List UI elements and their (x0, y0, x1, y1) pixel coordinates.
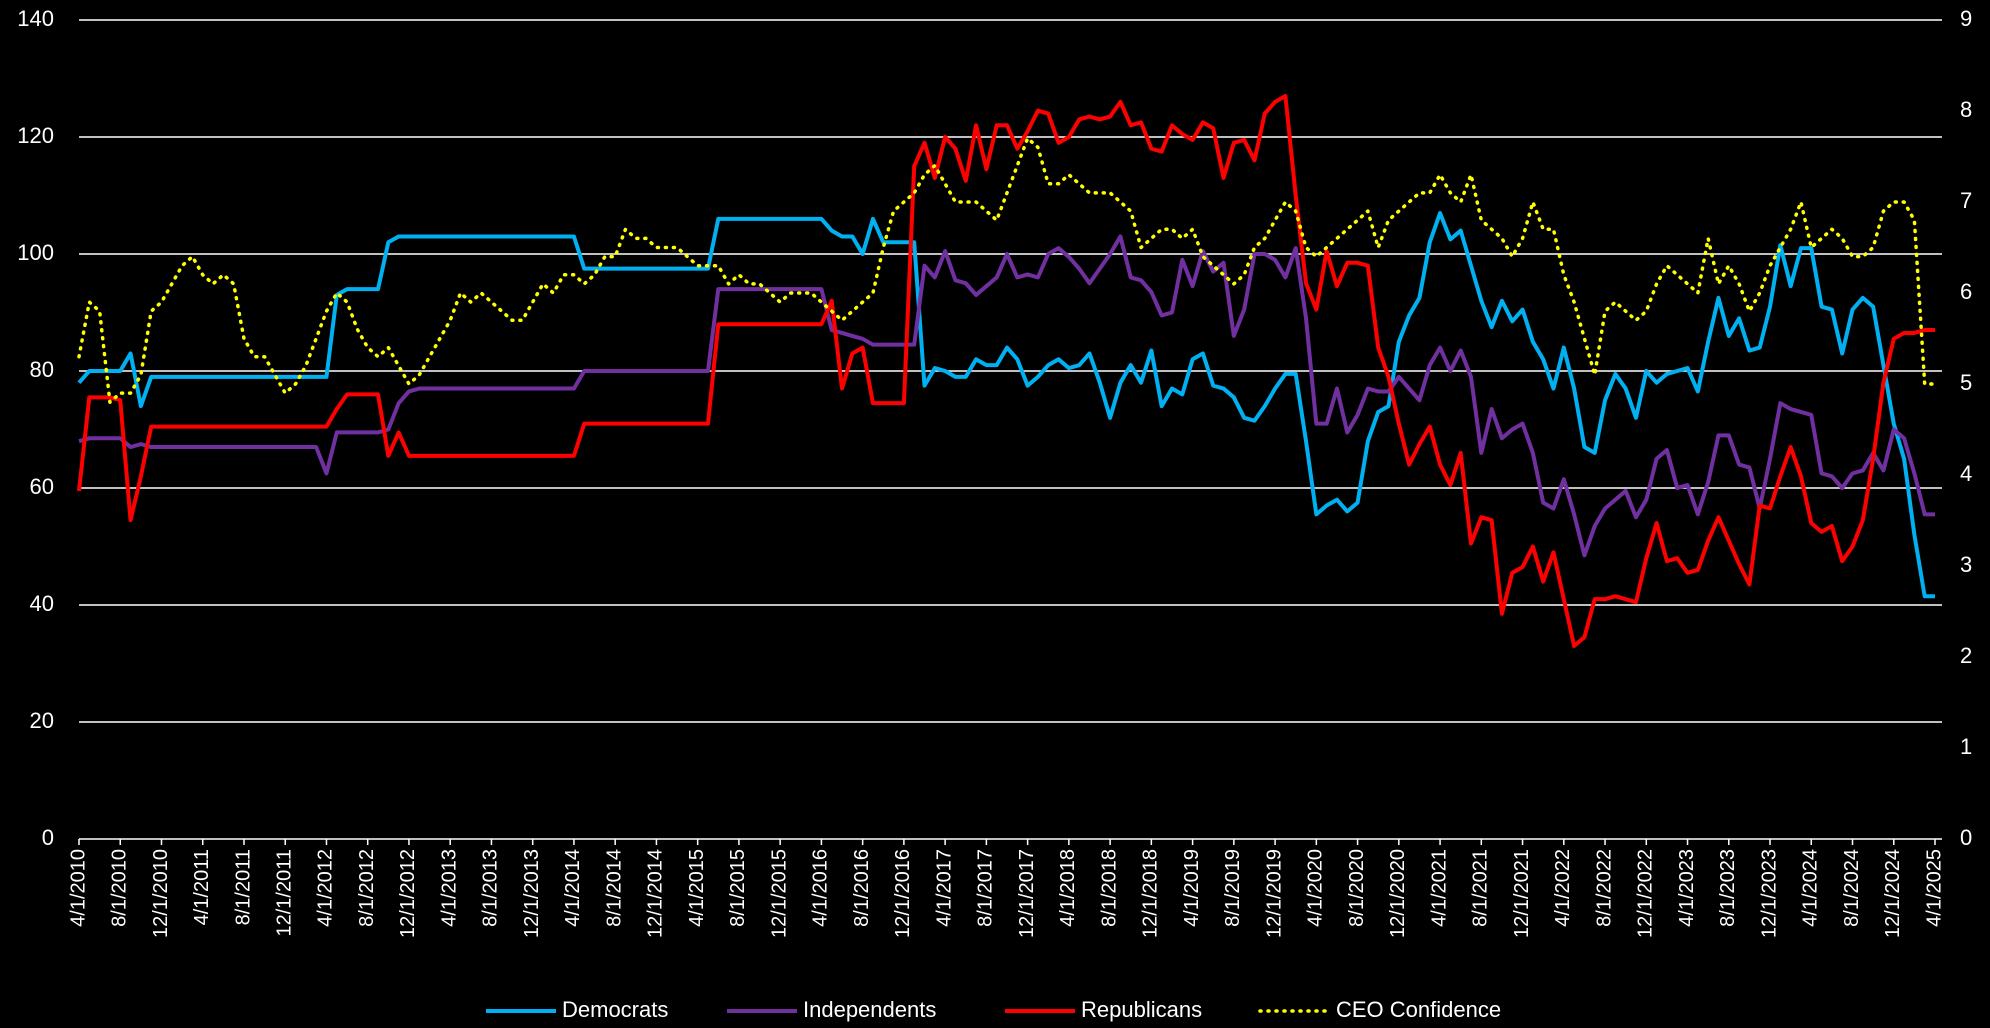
y2-tick-label: 7 (1960, 188, 1972, 213)
x-tick-label: 12/1/2023 (1758, 849, 1780, 938)
series-line (77, 211, 1935, 599)
y2-tick-label: 3 (1960, 552, 1972, 577)
x-tick-label: 12/1/2013 (521, 849, 543, 938)
y2-tick-label: 1 (1960, 734, 1972, 759)
x-tick-label: 4/1/2015 (686, 849, 708, 927)
x-tick-label: 4/1/2018 (1057, 849, 1079, 927)
x-tick-label: 12/1/2020 (1387, 849, 1409, 938)
x-tick-label: 8/1/2014 (603, 849, 625, 927)
series-line (77, 136, 1937, 404)
x-tick-label: 8/1/2012 (356, 849, 378, 927)
x-tick-label: 8/1/2020 (1346, 849, 1368, 927)
y2-tick-label: 0 (1960, 825, 1972, 850)
y-tick-label: 140 (17, 6, 54, 31)
legend-label: CEO Confidence (1336, 997, 1501, 1022)
x-tick-label: 12/1/2014 (645, 849, 667, 938)
x-tick-label: 12/1/2016 (892, 849, 914, 938)
y-tick-label: 120 (17, 123, 54, 148)
y2-tick-label: 9 (1960, 6, 1972, 31)
x-tick-label: 12/1/2019 (1263, 849, 1285, 938)
x-tick-label: 12/1/2015 (768, 849, 790, 938)
x-tick-label: 8/1/2022 (1593, 849, 1615, 927)
y-tick-label: 60 (30, 474, 54, 499)
series-line (77, 94, 1935, 648)
series-line (78, 234, 1935, 558)
y-tick-label: 40 (30, 591, 54, 616)
x-tick-label: 4/1/2022 (1552, 849, 1574, 927)
x-tick-label: 12/1/2021 (1511, 849, 1533, 938)
x-tick-label: 4/1/2010 (67, 849, 89, 927)
y2-tick-label: 8 (1960, 97, 1972, 122)
x-tick-label: 4/1/2013 (438, 849, 460, 927)
x-tick-label: 4/1/2011 (191, 849, 213, 925)
y2-tick-label: 6 (1960, 279, 1972, 304)
x-tick-label: 4/1/2024 (1800, 849, 1822, 927)
x-tick-label: 8/1/2021 (1470, 849, 1492, 927)
x-tick-label: 8/1/2016 (851, 849, 873, 927)
legend-label: Democrats (562, 997, 668, 1022)
y2-tick-label: 4 (1960, 461, 1972, 486)
x-tick-label: 8/1/2015 (727, 849, 749, 927)
y-tick-label: 80 (30, 357, 54, 382)
x-tick-label: 12/1/2012 (397, 849, 419, 938)
x-tick-label: 12/1/2024 (1882, 849, 1904, 938)
x-tick-label: 8/1/2019 (1222, 849, 1244, 927)
x-tick-label: 4/1/2020 (1305, 849, 1327, 927)
x-tick-label: 12/1/2018 (1140, 849, 1162, 938)
x-tick-label: 8/1/2010 (109, 849, 131, 927)
x-tick-label: 12/1/2022 (1635, 849, 1657, 938)
y2-tick-label: 5 (1960, 370, 1972, 395)
x-tick-label: 8/1/2017 (975, 849, 997, 927)
x-tick-label: 8/1/2018 (1098, 849, 1120, 927)
x-tick-label: 4/1/2016 (810, 849, 832, 927)
x-tick-label: 12/1/2017 (1016, 849, 1038, 938)
x-tick-label: 4/1/2017 (933, 849, 955, 927)
x-tick-label: 4/1/2019 (1181, 849, 1203, 927)
x-tick-label: 8/1/2023 (1717, 849, 1739, 927)
x-tick-label: 8/1/2024 (1841, 849, 1863, 927)
x-tick-label: 8/1/2011 (232, 849, 254, 925)
x-tick-label: 4/1/2014 (562, 849, 584, 927)
x-tick-label: 4/1/2012 (315, 849, 337, 927)
x-tick-label: 8/1/2013 (480, 849, 502, 927)
x-tick-label: 4/1/2025 (1923, 849, 1945, 927)
x-tick-label: 4/1/2021 (1428, 849, 1450, 927)
x-tick-label: 12/1/2011 (274, 849, 296, 937)
y-tick-label: 100 (17, 240, 54, 265)
legend-label: Independents (803, 997, 936, 1022)
y-tick-label: 0 (42, 825, 54, 850)
x-tick-label: 12/1/2010 (150, 849, 172, 938)
y-tick-label: 20 (30, 708, 54, 733)
legend-label: Republicans (1081, 997, 1202, 1022)
x-tick-label: 4/1/2023 (1676, 849, 1698, 927)
y2-tick-label: 2 (1960, 643, 1972, 668)
